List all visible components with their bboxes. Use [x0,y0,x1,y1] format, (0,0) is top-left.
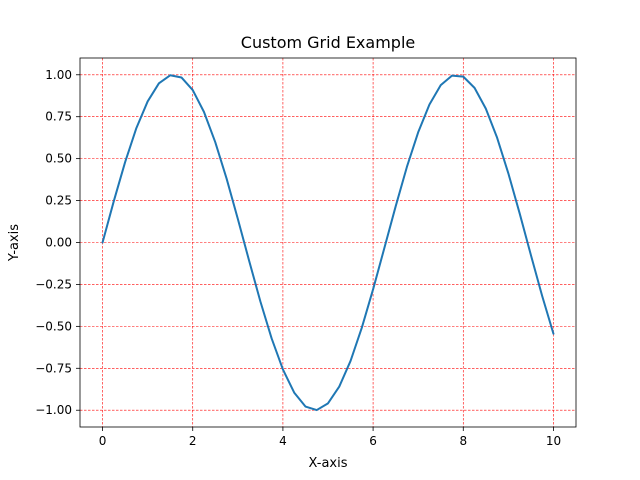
y-tick-label: 0.25 [45,194,72,208]
y-axis-ticks: −1.00 −0.75 −0.50 −0.25 0.00 0.25 0.50 0.75 1.00 [35,68,80,417]
y-tick-label: −0.25 [35,277,72,291]
y-tick-label: 1.00 [45,68,72,82]
x-tick-label: 2 [189,434,197,448]
x-axis-title: X-axis [309,456,348,471]
x-tick-label: 0 [99,434,107,448]
x-tick-label: 4 [279,434,287,448]
y-axis-title: Y-axis [7,224,22,262]
x-tick-label: 6 [369,434,377,448]
y-tick-label: 0.50 [45,152,72,166]
y-tick-label: −0.75 [35,361,72,375]
series-line [101,74,555,412]
y-tick-label: 0.75 [45,110,72,124]
series-layer [101,74,555,412]
grid [80,58,576,427]
x-axis-ticks: 0 2 4 6 8 10 [99,427,561,448]
y-tick-label: −0.50 [35,319,72,333]
y-tick-label: −1.00 [35,403,72,417]
x-tick-label: 10 [546,434,561,448]
x-tick-label: 8 [459,434,467,448]
y-tick-label: 0.00 [45,236,72,250]
chart-title: Custom Grid Example [241,33,415,52]
